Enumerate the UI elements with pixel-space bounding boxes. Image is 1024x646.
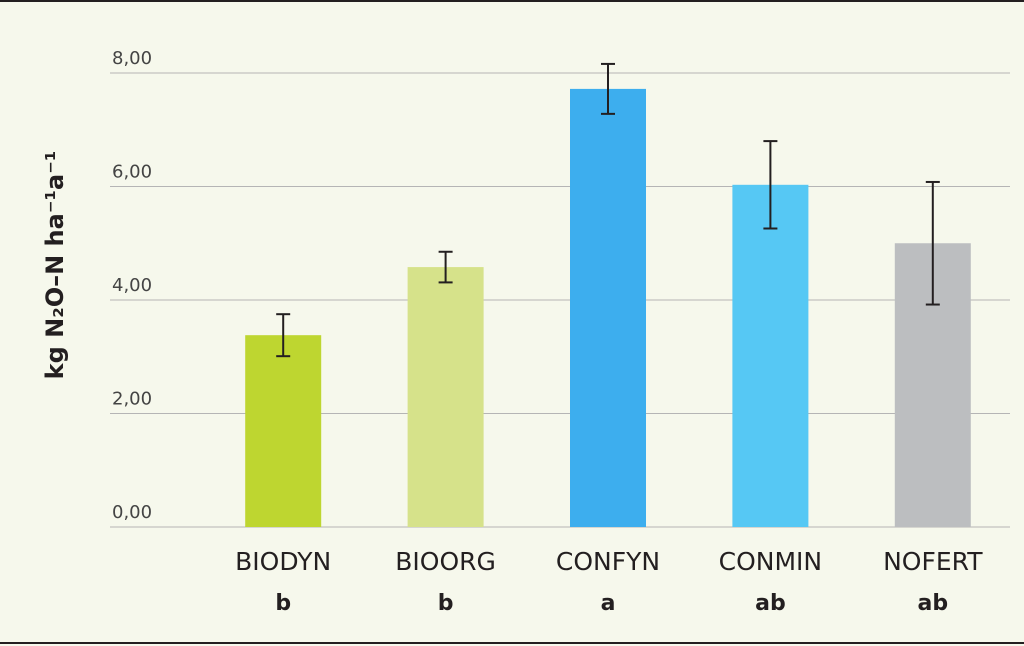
y-axis-label: kg N₂O–N ha⁻¹a⁻¹: [41, 151, 69, 380]
bar: [570, 88, 646, 527]
bar: [732, 184, 809, 528]
significance-letter: b: [275, 591, 291, 616]
x-tick-label: CONMIN: [719, 547, 822, 576]
x-tick-label: BIODYN: [235, 547, 331, 576]
y-tick-label: 6,00: [112, 162, 152, 183]
y-tick-label: 0,00: [112, 502, 152, 523]
x-tick-label: CONFYN: [556, 547, 660, 576]
significance-letter: a: [601, 591, 616, 616]
x-tick-label: NOFERT: [883, 547, 983, 576]
significance-letter: ab: [755, 591, 786, 616]
bar: [245, 335, 322, 527]
x-tick-label: BIOORG: [395, 547, 496, 576]
significance-letter: b: [438, 591, 454, 616]
y-tick-label: 4,00: [112, 275, 152, 296]
y-tick-label: 2,00: [112, 389, 152, 410]
y-tick-label: 8,00: [112, 48, 152, 69]
bar: [407, 267, 484, 527]
significance-letter: ab: [918, 591, 949, 616]
